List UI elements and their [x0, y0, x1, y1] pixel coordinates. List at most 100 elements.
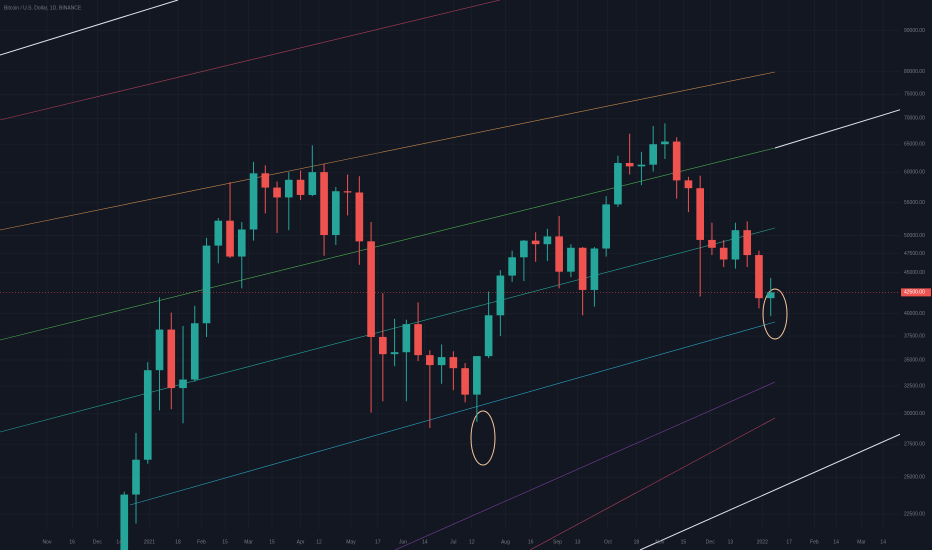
candle-body — [543, 236, 552, 245]
y-tick-label: 70000.00 — [904, 116, 925, 122]
trend-line — [0, 147, 776, 341]
candle-body — [496, 275, 505, 316]
candle-body — [449, 357, 458, 369]
y-tick-label: 55000.00 — [904, 200, 925, 206]
candle-body — [143, 370, 152, 460]
x-tick-label: 12 — [469, 539, 475, 545]
y-tick-label: 45000.00 — [904, 270, 925, 276]
candle-body — [614, 162, 622, 205]
candle-body — [461, 368, 469, 395]
chart-title: Bitcoin / U.S. Dollar, 1D, BINANCE — [4, 5, 82, 11]
x-tick-label: 17 — [786, 539, 792, 545]
x-tick-label: Oct — [604, 539, 612, 545]
x-tick-label: 18 — [634, 539, 640, 545]
candle-body — [190, 323, 199, 380]
y-tick-label: 27500.00 — [904, 442, 925, 448]
candle-body — [284, 179, 293, 198]
y-tick-label: 50000.00 — [904, 233, 925, 239]
candle-body — [390, 352, 399, 355]
x-tick-label: 15 — [269, 539, 275, 545]
y-tick-label: 47500.00 — [904, 251, 925, 257]
candle-body — [249, 173, 258, 230]
candle-body — [508, 257, 516, 276]
x-tick-label: 16 — [528, 539, 534, 545]
candle-body — [649, 144, 657, 165]
x-tick-label: 18 — [175, 539, 181, 545]
candle-body — [684, 180, 693, 189]
candle-body — [590, 248, 599, 290]
price-axis — [900, 0, 932, 550]
y-tick-label: 60000.00 — [904, 169, 925, 175]
candle-body — [661, 141, 669, 145]
x-tick-label: 2022 — [757, 539, 768, 545]
trend-line — [0, 0, 179, 56]
candle-body — [520, 240, 528, 258]
x-tick-label: May — [346, 539, 356, 545]
candle-body — [755, 255, 763, 299]
candle-body — [202, 245, 211, 324]
y-tick-label: 90000.00 — [904, 28, 925, 34]
candle-body — [426, 355, 434, 366]
x-tick-label: 17 — [375, 539, 381, 545]
candle-body — [237, 229, 246, 257]
x-tick-label: Aug — [501, 539, 510, 545]
x-tick-label: Feb — [810, 539, 819, 545]
trend-line — [529, 417, 776, 550]
candle-body — [637, 164, 646, 167]
candle-body — [567, 247, 575, 272]
trend-line — [394, 381, 776, 550]
trend-line — [0, 0, 501, 121]
candle-body — [708, 239, 716, 248]
x-tick-label: 14 — [116, 539, 122, 545]
candle-body — [226, 220, 234, 257]
candle-body — [555, 236, 563, 272]
candle-body — [473, 356, 481, 395]
last-price-badge — [901, 288, 931, 297]
x-tick-label: Feb — [197, 539, 206, 545]
y-tick-label: 22500.00 — [904, 511, 925, 517]
candle-body — [261, 173, 270, 188]
x-tick-label: 14 — [422, 539, 428, 545]
candle-body — [437, 357, 446, 366]
x-tick-label: 14 — [880, 539, 886, 545]
y-tick-label: 75000.00 — [904, 92, 925, 98]
x-tick-label: Dec — [93, 539, 102, 545]
y-tick-label: 35000.00 — [904, 357, 925, 363]
trend-line — [129, 321, 776, 506]
trend-line — [639, 419, 932, 550]
x-tick-label: 16 — [69, 539, 75, 545]
candle-body — [308, 172, 317, 195]
candle-body — [355, 192, 364, 242]
y-tick-label: 32500.00 — [904, 383, 925, 389]
x-tick-label: 13 — [575, 539, 581, 545]
x-tick-label: Nov — [43, 539, 52, 545]
candle-body — [731, 230, 740, 260]
annotation-circle — [470, 410, 496, 466]
x-tick-label: Sep — [553, 539, 562, 545]
candle-body — [379, 336, 387, 355]
x-tick-label: 12 — [316, 539, 322, 545]
candle-body — [179, 379, 187, 389]
trend-line — [0, 227, 776, 433]
y-tick-label: 25000.00 — [904, 475, 925, 481]
y-tick-label: 30000.00 — [904, 411, 925, 417]
candle-body — [343, 191, 352, 193]
x-tick-label: Apr — [297, 539, 305, 545]
y-tick-label: 40000.00 — [904, 311, 925, 317]
candle-body — [167, 329, 176, 389]
candle-body — [414, 324, 422, 356]
y-tick-label: 80000.00 — [904, 69, 925, 75]
x-tick-label: 14 — [833, 539, 839, 545]
candle-body — [719, 247, 728, 260]
x-tick-label: Nov — [655, 539, 664, 545]
y-tick-label: 37500.00 — [904, 333, 925, 339]
candle-body — [531, 240, 540, 245]
candle-body — [273, 187, 281, 198]
candle-body — [766, 292, 775, 299]
x-tick-label: Mar — [857, 539, 866, 545]
x-tick-label: 2021 — [144, 539, 155, 545]
candle-body — [155, 329, 164, 371]
x-tick-label: Mar — [244, 539, 253, 545]
